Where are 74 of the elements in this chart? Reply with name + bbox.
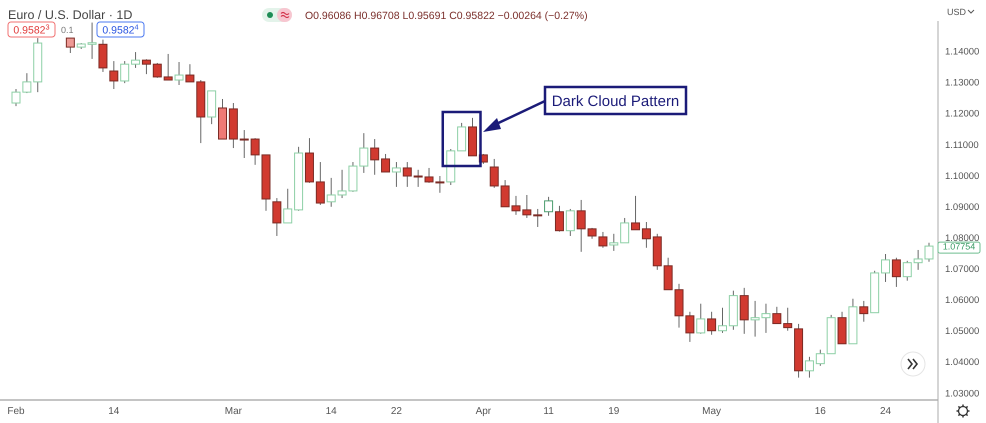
candlestick	[88, 22, 97, 60]
y-tick-label: 1.10000	[945, 170, 980, 182]
candlestick	[859, 300, 868, 322]
y-tick-label: 1.11000	[945, 140, 979, 151]
candlestick	[588, 227, 597, 240]
candlestick	[316, 162, 325, 206]
candlestick	[185, 64, 194, 82]
candlestick	[98, 39, 108, 72]
chart-title: Euro / U.S. Dollar · 1D	[8, 8, 132, 22]
candlestick	[576, 199, 586, 252]
annotation: 0.9582$^{4}$	[102, 22, 139, 36]
candlestick	[881, 253, 890, 282]
candlestick	[511, 195, 520, 216]
x-tick-label: 14	[326, 406, 338, 417]
x-tick-label: 19	[608, 406, 620, 417]
candlestick	[435, 176, 444, 194]
candlestick	[359, 132, 368, 174]
candlestick	[370, 138, 380, 176]
candlestick	[131, 52, 140, 68]
candlestick	[424, 167, 434, 184]
y-tick-label: 1.13000	[945, 78, 980, 89]
x-tick-label: 16	[814, 406, 826, 417]
y-tick-label: 1.05000	[945, 326, 980, 338]
candlestick	[924, 242, 934, 262]
candlestick	[696, 303, 706, 334]
candlestick	[892, 257, 901, 288]
chart-subtitle: O0.96086 H0.96708 L0.95691 C0.95822 −0.00264 (−0.27%)	[305, 10, 588, 22]
candlestick	[554, 205, 564, 232]
y-tick-label: 1.04000	[945, 357, 980, 368]
candlestick	[707, 311, 716, 336]
candlestick	[718, 307, 727, 334]
x-tick-label: 22	[390, 406, 402, 417]
annotation: Dark Cloud Pattern	[552, 93, 680, 110]
candlestick	[392, 162, 401, 188]
y-tick-label: 1.03000	[945, 388, 980, 400]
candlestick	[631, 195, 640, 230]
annotation: 0.1	[61, 25, 74, 35]
y-tick-label: 1.08000	[945, 232, 980, 244]
candlestick	[381, 153, 390, 172]
candlestick	[326, 177, 336, 208]
y-tick-label: 1.06000	[945, 295, 980, 306]
y-tick-label: 1.09000	[945, 202, 980, 213]
x-tick-label: 11	[543, 406, 554, 417]
y-axis-title: USD	[947, 7, 966, 17]
y-tick-label: 1.14000	[945, 46, 980, 58]
x-tick-label: Feb	[7, 406, 26, 417]
candlestick	[544, 196, 554, 216]
candlestick	[500, 180, 510, 208]
candlestick	[761, 303, 770, 334]
candlestick	[566, 208, 575, 236]
candlestick	[109, 60, 118, 90]
candlestick	[174, 62, 184, 86]
candlestick	[66, 38, 75, 54]
x-tick-label: Apr	[476, 406, 492, 417]
candlestick	[598, 231, 608, 248]
x-tick-label: May	[702, 406, 722, 417]
x-tick-label: Mar	[224, 406, 243, 417]
candlestick	[685, 311, 694, 342]
candlestick	[12, 88, 20, 107]
candlestick	[490, 158, 499, 188]
text: 1.07754	[942, 242, 976, 252]
x-tick-label: 24	[880, 406, 892, 417]
annotation: 0.9582$^{3}$	[13, 22, 50, 36]
candlestick	[283, 188, 292, 224]
y-tick-label: 1.12000	[945, 108, 980, 120]
candlestick	[142, 58, 151, 75]
candlestick	[120, 60, 130, 84]
y-tick-label: 1.07000	[945, 264, 980, 276]
candlestick	[750, 300, 760, 338]
candlestick	[272, 198, 282, 236]
candlestick	[642, 221, 651, 248]
candlestick	[804, 356, 814, 378]
candlestick	[338, 169, 347, 199]
x-tick-label: 14	[108, 406, 120, 417]
